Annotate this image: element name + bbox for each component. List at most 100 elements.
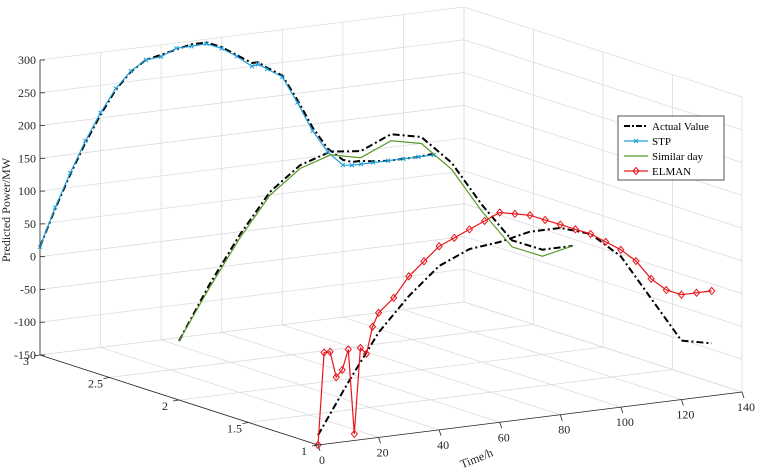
stp-marker — [234, 54, 240, 59]
y-tick-label: 3 — [23, 354, 29, 368]
grid-line — [463, 203, 743, 295]
x-tick-label: 80 — [558, 423, 570, 437]
z-tick-label: 200 — [18, 119, 36, 133]
series-line-actual-value — [317, 226, 712, 436]
elman-marker — [390, 293, 398, 303]
stp-marker — [98, 110, 103, 116]
x-axis-title: Time/h — [458, 445, 495, 471]
elman-marker — [632, 256, 640, 266]
z-tick-label: 50 — [24, 217, 36, 231]
elman-marker — [692, 288, 701, 298]
stp-marker — [416, 154, 421, 160]
x-tick-label: 100 — [616, 415, 634, 429]
stp-marker — [67, 170, 73, 176]
x-tick-label: 20 — [377, 445, 389, 459]
stp-marker — [264, 66, 270, 72]
stp-marker — [204, 41, 209, 47]
grid-line — [39, 301, 465, 356]
elman-marker — [320, 348, 328, 357]
x-axis-line — [317, 391, 743, 446]
stp-marker — [219, 46, 225, 51]
stp-marker — [158, 54, 164, 60]
z-tick-label: 150 — [18, 151, 36, 165]
elman-marker — [465, 225, 474, 234]
series-line-actual-value — [39, 41, 434, 248]
series-layer — [37, 41, 716, 450]
series-line-actual-value — [178, 133, 573, 342]
x-tick-mark — [438, 429, 442, 436]
x-tick-mark — [559, 414, 563, 421]
elman-marker — [405, 272, 413, 281]
elman-marker — [571, 224, 580, 234]
x-tick-mark — [620, 407, 624, 414]
stp-marker — [370, 160, 376, 165]
z-tick-label: -100 — [14, 315, 36, 329]
x-tick-mark — [378, 437, 381, 444]
grid-line — [463, 6, 743, 98]
stp-marker — [358, 161, 364, 167]
elman-marker — [602, 237, 610, 247]
grid-line — [39, 72, 465, 126]
elman-marker — [362, 349, 371, 358]
elman-marker — [332, 372, 340, 382]
elman-marker — [677, 290, 686, 299]
z-tick-label: -150 — [14, 348, 36, 362]
legend: Actual Value STP Similar day ELMAN — [617, 115, 725, 181]
stp-marker — [189, 43, 194, 49]
x-tick-mark — [317, 444, 321, 452]
grid-line — [109, 324, 534, 378]
x-tick-label: 140 — [737, 400, 755, 414]
x-tick-label: 60 — [498, 430, 510, 444]
z-tick-label: 100 — [18, 184, 36, 198]
grid-line — [39, 6, 465, 61]
elman-marker — [368, 322, 377, 332]
elman-marker — [556, 220, 564, 229]
x-tick-mark — [499, 422, 503, 429]
grid-layer — [39, 6, 743, 446]
stp-marker — [401, 156, 406, 162]
stp-marker — [143, 57, 149, 63]
elman-marker — [344, 345, 352, 354]
legend-marker — [633, 138, 639, 144]
elman-marker — [356, 343, 365, 353]
y-tick-label: 1 — [301, 444, 307, 458]
elman-marker — [350, 429, 359, 439]
stp-marker — [310, 128, 315, 134]
series-line-elman — [317, 211, 712, 446]
stp-marker — [349, 162, 355, 168]
stp-marker — [279, 74, 285, 80]
elman-marker — [526, 211, 534, 220]
stp-marker — [52, 205, 58, 210]
grid-line — [463, 39, 743, 131]
elman-marker — [450, 233, 458, 243]
x-tick-label: 120 — [676, 408, 694, 422]
elman-marker — [420, 257, 428, 266]
series-line-similar-day — [178, 140, 573, 342]
grid-line — [39, 104, 465, 159]
stp-marker — [295, 100, 300, 105]
grid-line — [463, 170, 743, 262]
y-tick-mark — [242, 422, 249, 424]
elman-marker — [617, 245, 625, 255]
z-tick-label: 300 — [18, 53, 36, 67]
stp-marker — [340, 162, 346, 168]
grid-line — [39, 137, 465, 192]
elman-marker — [480, 216, 489, 226]
y-tick-label: 2.5 — [88, 377, 103, 391]
x-tick-label: 40 — [437, 438, 449, 452]
x-tick-mark — [681, 399, 684, 406]
elman-marker — [374, 308, 383, 318]
legend-marker — [632, 166, 640, 176]
grid-line — [463, 236, 743, 327]
stp-marker — [255, 61, 261, 67]
elman-marker — [314, 440, 322, 450]
elman-marker — [586, 229, 595, 239]
y-tick-label: 1.5 — [227, 422, 242, 436]
grid-line — [39, 268, 465, 323]
y-tick-mark — [33, 354, 41, 357]
grid-line — [248, 369, 673, 423]
grid-line — [178, 346, 604, 401]
elman-marker — [496, 208, 504, 217]
